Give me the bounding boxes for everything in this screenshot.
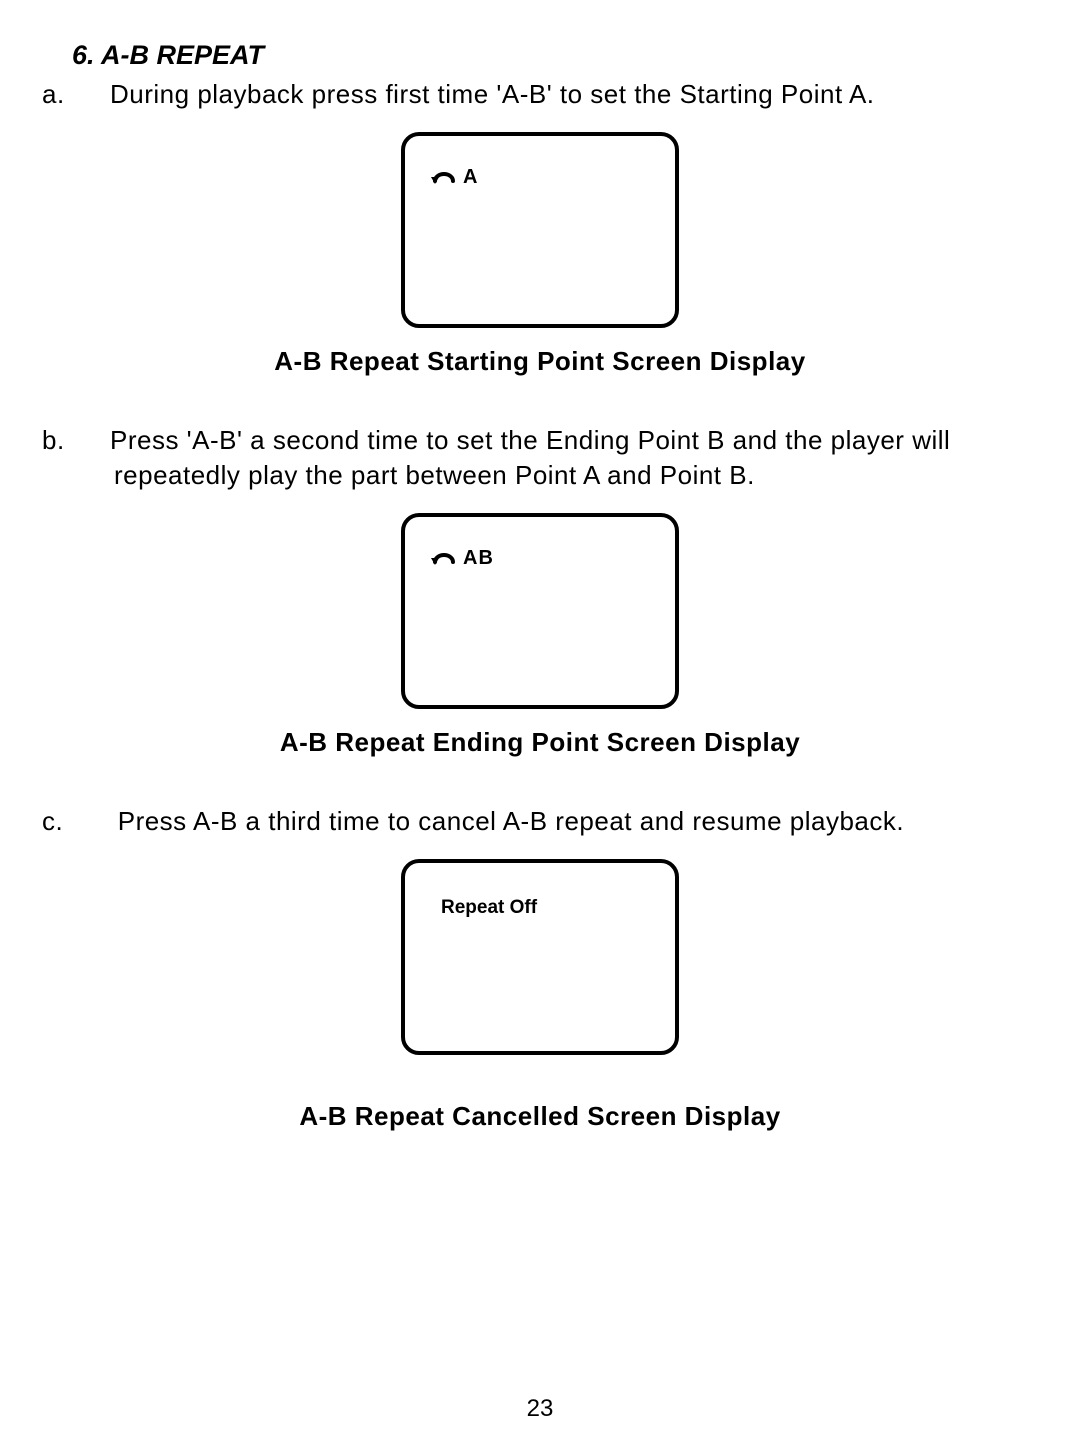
instruction-c: c. Press A-B a third time to cancel A-B … [72, 804, 1008, 839]
screen-label: A [463, 166, 478, 189]
instruction-letter: a. [78, 77, 110, 112]
caption-a: A-B Repeat Starting Point Screen Display [72, 346, 1008, 377]
instruction-text: Press A-B a third time to cancel A-B rep… [110, 806, 904, 836]
section-title: A-B REPEAT [101, 40, 264, 70]
repeat-icon [429, 548, 459, 570]
screen-display-c: Repeat Off [401, 859, 679, 1055]
screen-label: AB [463, 547, 494, 570]
instruction-b: b.Press 'A-B' a second time to set the E… [72, 423, 1008, 493]
screen-display-a: A [401, 132, 679, 328]
instruction-letter: c. [78, 804, 110, 839]
screen-content: AB [429, 547, 494, 570]
caption-c: A-B Repeat Cancelled Screen Display [72, 1101, 1008, 1132]
instruction-a: a.During playback press first time 'A-B'… [72, 77, 1008, 112]
page-number: 23 [0, 1395, 1080, 1423]
caption-b: A-B Repeat Ending Point Screen Display [72, 727, 1008, 758]
instruction-text: Press 'A-B' a second time to set the End… [110, 425, 950, 490]
screen-content: A [429, 166, 478, 189]
screen-text: Repeat Off [441, 897, 537, 919]
instruction-letter: b. [78, 423, 110, 458]
screen-display-b: AB [401, 513, 679, 709]
section-number: 6. [72, 40, 95, 70]
instruction-text: During playback press first time 'A-B' t… [110, 79, 875, 109]
section-heading: 6. A-B REPEAT [72, 40, 1008, 71]
manual-page: 6. A-B REPEAT a.During playback press fi… [0, 0, 1080, 1453]
repeat-icon [429, 167, 459, 189]
